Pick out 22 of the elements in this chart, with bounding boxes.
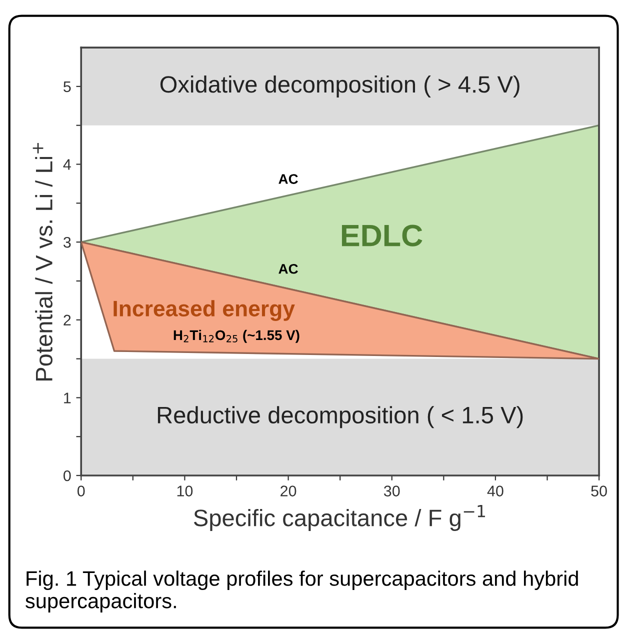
y-axis-title: Potential / V vs. Li / Li$^{+}$ <box>32 143 52 380</box>
annotation: H$_{2}$Ti$_{12}$O$_{25}$ (~1.55 V) <box>174 330 300 343</box>
band-label: Oxidative decomposition ( > 4.5 V) <box>160 75 520 98</box>
y-tick-label: 2 <box>64 314 71 326</box>
y-tick-label: 4 <box>63 159 71 170</box>
x-tick-label: 50 <box>591 486 607 496</box>
y-tick-label: 3 <box>63 236 71 248</box>
x-tick-label: 20 <box>280 486 296 496</box>
annotation: AC <box>278 174 298 184</box>
x-tick-label: 30 <box>384 486 400 496</box>
y-tick-label: 5 <box>64 81 71 92</box>
x-axis-title: Specific capacitance / F g$^{−1}$ <box>194 505 485 532</box>
series-label: Increased energy <box>114 300 295 321</box>
x-tick-label: 10 <box>177 486 193 496</box>
annotation: AC <box>278 264 298 274</box>
x-tick-label: 40 <box>487 486 504 496</box>
y-tick-label: 1 <box>64 392 71 404</box>
x-tick-label: 0 <box>77 486 85 496</box>
y-tick-label: 0 <box>64 470 71 482</box>
band-label: Reductive decomposition ( < 1.5 V) <box>158 406 523 428</box>
series-label: EDLC <box>342 224 422 246</box>
caption: Fig. 1 Typical voltage profiles for supercapacitors and hybrid supercapacitors. <box>26 570 578 612</box>
